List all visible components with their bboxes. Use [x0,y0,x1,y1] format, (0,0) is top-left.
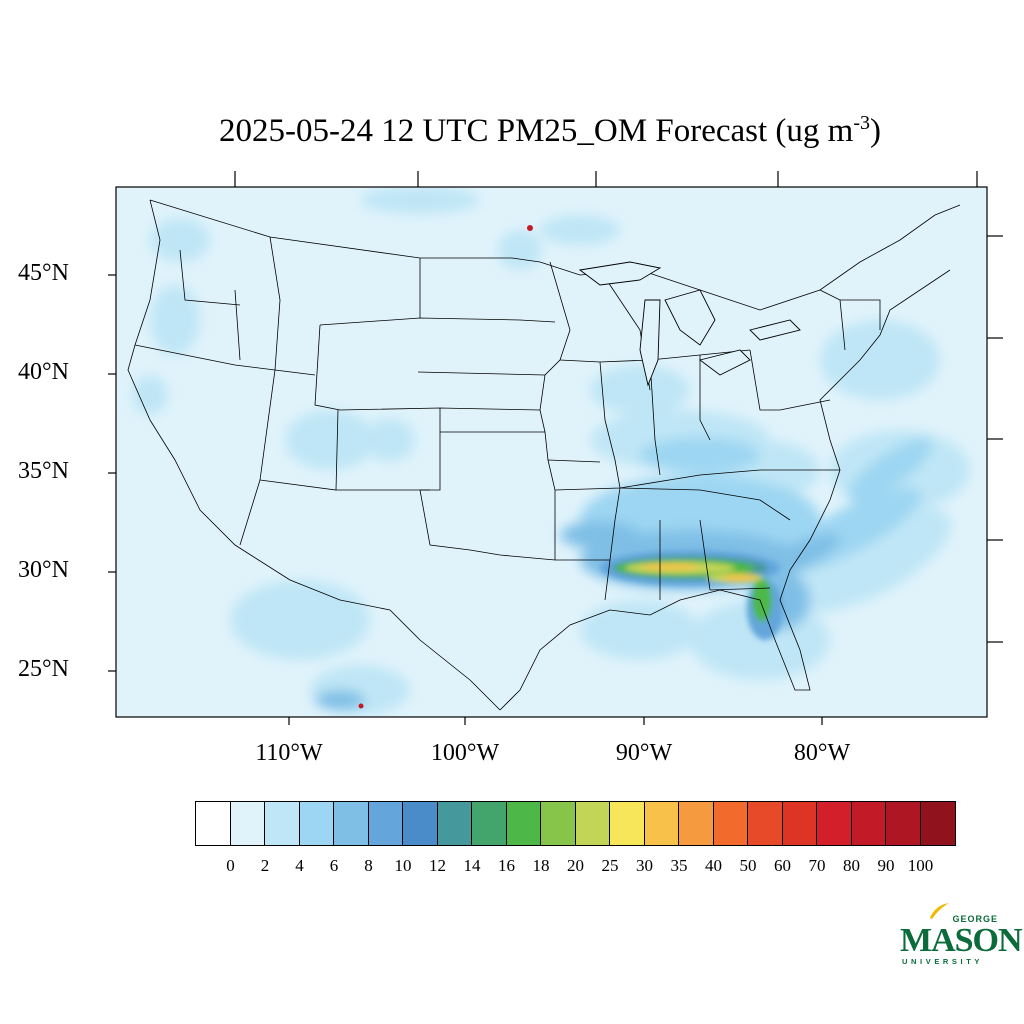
colorbar-swatch [920,802,955,845]
boundaries [127,199,961,711]
colorbar-swatch [713,802,748,845]
colorbar-label: 20 [567,856,584,875]
colorbar-swatch [748,802,783,845]
colorbar-label: 10 [394,856,412,875]
great-lakes [578,261,801,387]
colorbar-swatch [644,802,679,845]
logo-university: UNIVERSITY [902,957,984,966]
colorbar-swatch [265,802,300,845]
lon-label-80: 80°W [793,740,851,766]
colorbar [195,801,956,846]
colorbar-label: 90 [877,856,895,875]
map-frame [115,186,988,718]
colorbar-label: 100 [907,856,934,875]
concentration-field [132,187,970,715]
colorbar-swatch [299,802,334,845]
colorbar-label: 4 [295,856,304,875]
colorbar-label: 0 [226,856,235,875]
lat-label-45: 45°N [18,260,69,286]
colorbar-label: 60 [774,856,791,875]
lat-label-35: 35°N [18,458,69,484]
leaf-icon [930,903,949,919]
colorbar-swatch [886,802,921,845]
colorbar-swatch [851,802,886,845]
colorbar-swatch [782,802,817,845]
colorbar-label: 18 [532,856,550,875]
lat-label-25: 25°N [18,656,69,682]
colorbar-label: 70 [808,856,826,875]
colorbar-label: 12 [429,856,446,875]
colorbar-swatch [817,802,852,845]
tick-marks [108,171,1003,725]
colorbar-swatch [368,802,403,845]
colorbar-swatch [403,802,438,845]
colorbar-label: 40 [705,856,722,875]
colorbar-swatch [334,802,369,845]
colorbar-swatch [575,802,610,845]
colorbar-swatch [472,802,507,845]
hotspot-mexico [358,703,364,709]
colorbar-label: 50 [739,856,757,875]
colorbar-label: 8 [364,856,373,875]
colorbar-label: 6 [329,856,339,875]
lon-label-100: 100°W [430,740,500,766]
colorbar-swatch [541,802,576,845]
colorbar-swatch [196,802,231,845]
logo-mason: MASON [900,922,1023,959]
colorbar-label: 25 [601,856,619,875]
lat-label-40: 40°N [18,359,69,385]
colorbar-swatch [610,802,645,845]
colorbar-label: 30 [636,856,653,875]
logo-george: GEORGE [952,914,998,924]
colorbar-swatch [679,802,714,845]
gmu-logo: GEORGE MASON UNIVERSITY [898,902,1023,968]
colorbar-swatch [506,802,541,845]
colorbar-swatch [230,802,265,845]
lon-label-110: 110°W [255,740,323,766]
colorbar-label: 16 [498,856,515,875]
colorbar-label: 35 [670,856,688,875]
lat-label-30: 30°N [18,557,69,583]
colorbar-label: 2 [260,856,270,875]
colorbar-swatch [437,802,472,845]
colorbar-label: 80 [843,856,860,875]
hotspot-north [527,225,533,231]
colorbar-label: 14 [463,856,481,875]
map-title: 2025-05-24 12 UTC PM25_OM Forecast (ug m… [219,112,881,149]
lon-label-90: 90°W [615,740,673,766]
